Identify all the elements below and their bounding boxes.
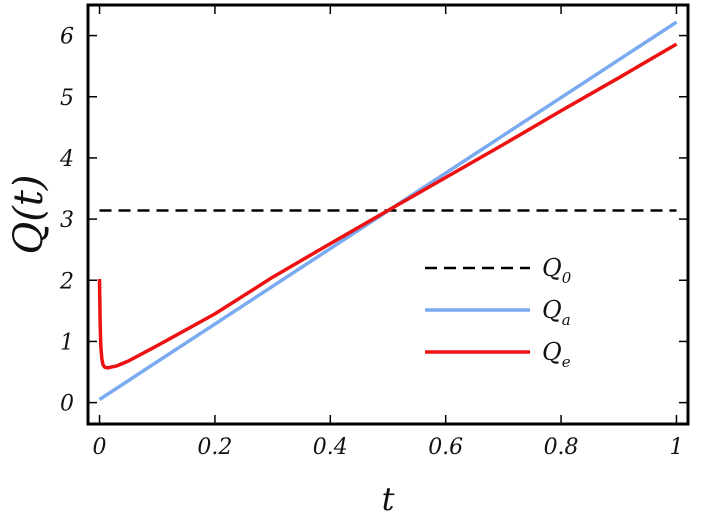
y-tick-label: 2 xyxy=(59,269,74,294)
y-tick-label: 1 xyxy=(60,330,74,355)
y-tick-label: 4 xyxy=(59,147,74,172)
legend-label: Q0 xyxy=(542,254,572,287)
legend: Q0 Qa Qe xyxy=(425,254,572,371)
x-tick-label: 0.4 xyxy=(313,435,348,460)
plot-frame xyxy=(86,3,690,426)
y-tick-label: 6 xyxy=(60,25,74,50)
tick-layer: 0 0.2 0.4 0.6 0.8 1 0 1 2 3 4 5 6 xyxy=(59,5,688,460)
x-tick-label: 0.2 xyxy=(197,435,232,460)
x-tick-label: 0.8 xyxy=(544,435,579,460)
y-axis-label: Q(t) xyxy=(6,174,52,254)
legend-label: Qe xyxy=(542,338,571,371)
x-tick-label: 1 xyxy=(669,435,683,460)
series-line-qe xyxy=(97,42,678,370)
y-tick-label: 3 xyxy=(60,208,74,233)
x-tick-label: 0 xyxy=(93,435,107,460)
y-tick-label: 0 xyxy=(60,392,74,417)
x-tick-label: 0.6 xyxy=(428,435,463,460)
legend-label: Qa xyxy=(542,296,571,329)
y-tick-label: 5 xyxy=(60,86,74,111)
series-layer xyxy=(97,20,678,401)
x-axis-label: t xyxy=(382,480,395,517)
